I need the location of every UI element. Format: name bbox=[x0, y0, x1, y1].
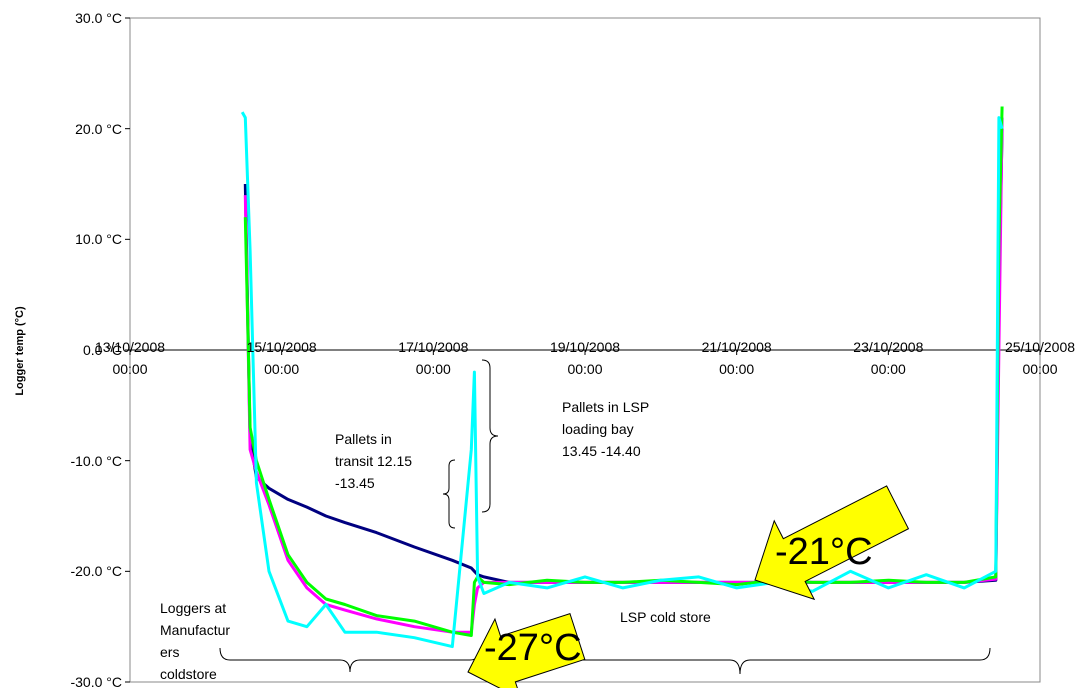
x-tick-label: 17/10/2008 00:00 bbox=[398, 339, 469, 377]
x-tick-label: 23/10/2008 00:00 bbox=[853, 339, 924, 377]
arrow bbox=[467, 613, 586, 688]
y-tick-label: 10.0 °C bbox=[75, 231, 122, 248]
arrow-label: -21°C bbox=[775, 531, 873, 573]
annotation: Pallets in LSP loading bay 13.45 -14.40 bbox=[562, 399, 650, 459]
x-tick-label: 25/10/2008 00:00 bbox=[1004, 339, 1076, 377]
axes bbox=[125, 17, 1041, 683]
x-tick-label: 15/10/2008 00:00 bbox=[246, 339, 317, 377]
y-tick-label: 30.0 °C bbox=[75, 10, 122, 26]
y-tick-label: 20.0 °C bbox=[75, 120, 122, 137]
arrow bbox=[754, 485, 910, 601]
y-tick-label: -10.0 °C bbox=[70, 452, 122, 469]
annotation: Loggers at Manufactur ers coldstore bbox=[160, 600, 231, 682]
y-tick-label: -30.0 °C bbox=[70, 674, 122, 690]
annotation: LSP cold store bbox=[620, 609, 711, 625]
y-tick-label: 0.0 °C bbox=[82, 342, 122, 358]
series-line bbox=[240, 111, 1004, 649]
series-lines bbox=[240, 106, 1004, 649]
brace bbox=[442, 459, 456, 529]
brace bbox=[481, 359, 499, 513]
x-tick-label: 13/10/2008 00:00 bbox=[94, 339, 166, 377]
arrow-label: -27°C bbox=[484, 627, 582, 669]
x-tick-label: 21/10/2008 00:00 bbox=[701, 339, 772, 377]
annotation: Pallets in transit 12.15 -13.45 bbox=[335, 431, 413, 491]
x-tick-label: 19/10/2008 00:00 bbox=[549, 339, 621, 377]
y-tick-label: -20.0 °C bbox=[70, 563, 122, 580]
brace bbox=[219, 647, 481, 673]
series-line bbox=[243, 106, 1004, 637]
